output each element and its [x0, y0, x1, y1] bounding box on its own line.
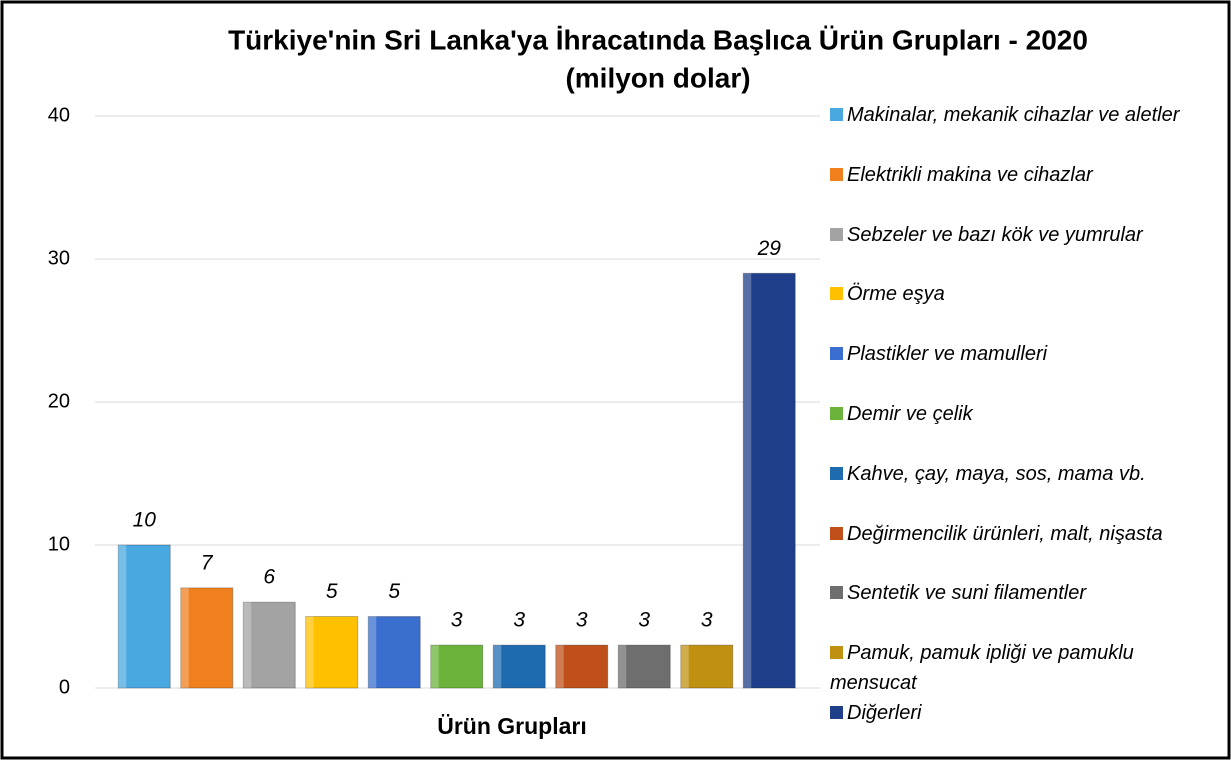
data-label: 3 [576, 609, 588, 632]
legend-item: Demir ve çelik [830, 399, 1215, 429]
legend-item: Örme eşya [830, 279, 1215, 309]
bar-shine [118, 545, 127, 688]
legend-item: Diğerleri [830, 698, 1215, 728]
bar-shine [243, 602, 252, 688]
legend-swatch [830, 227, 843, 241]
data-label: 29 [757, 237, 782, 260]
data-label: 10 [133, 509, 157, 532]
legend-swatch [830, 706, 843, 719]
y-tick-label: 10 [48, 533, 70, 555]
legend-label: Sentetik ve suni filamentler [847, 582, 1087, 605]
legend-item: Elektrikli makina ve cihazlar [830, 160, 1215, 190]
bar [742, 272, 796, 689]
legend-swatch [830, 167, 843, 181]
bar-shine [680, 645, 689, 688]
bar [680, 644, 734, 689]
legend-label: Plastikler ve mamulleri [847, 343, 1048, 366]
bar-shine [743, 273, 752, 688]
bar [617, 644, 671, 689]
data-label: 7 [201, 551, 214, 574]
legend-item: Plastikler ve mamulleri [830, 339, 1215, 369]
chart-subtitle: (milyon dolar) [565, 62, 750, 93]
legend-label: Pamuk, pamuk ipliği ve pamuklu mensucat [830, 642, 1134, 695]
legend-item: Makinalar, mekanik cihazlar ve aletler [830, 100, 1215, 130]
x-axis-label: Ürün Grupları [437, 713, 587, 739]
bar-shine [555, 645, 564, 688]
data-label: 3 [638, 609, 650, 632]
y-tick-label: 40 [48, 104, 70, 126]
chart-title: Türkiye'nin Sri Lanka'ya İhracatında Baş… [228, 24, 1088, 55]
legend-swatch [830, 586, 843, 600]
legend-label: Kahve, çay, maya, sos, mama vb. [847, 462, 1146, 485]
legend-item: Değirmencilik ürünleri, malt, nişasta [830, 519, 1215, 549]
bar-shine [618, 645, 627, 688]
legend-swatch [830, 108, 843, 121]
legend-item: Pamuk, pamuk ipliği ve pamuklu mensucat [830, 638, 1215, 698]
data-label: 5 [326, 580, 338, 603]
legend-item: Sentetik ve suni filamentler [830, 578, 1215, 608]
y-tick-label: 20 [48, 390, 70, 412]
data-label: 6 [263, 566, 275, 589]
legend-swatch [830, 347, 843, 361]
y-tick-label: 0 [59, 676, 70, 698]
legend-swatch [830, 466, 843, 480]
bar-shine [180, 587, 189, 688]
legend-swatch [830, 407, 843, 420]
legend-swatch [830, 646, 843, 660]
legend-label: Değirmencilik ürünleri, malt, nişasta [847, 522, 1163, 545]
bar-shine [305, 616, 314, 688]
legend-label: Makinalar, mekanik cihazlar ve aletler [847, 104, 1180, 126]
bar [555, 644, 609, 689]
data-label: 3 [701, 609, 713, 632]
legend-item: Kahve, çay, maya, sos, mama vb. [830, 459, 1215, 489]
data-label: 3 [451, 609, 463, 632]
data-label: 5 [388, 580, 400, 603]
bar-shine [368, 616, 377, 688]
legend-label: Demir ve çelik [847, 403, 973, 425]
legend-label: Diğerleri [847, 702, 922, 724]
bar [492, 644, 546, 689]
legend-label: Elektrikli makina ve cihazlar [847, 163, 1093, 186]
bar [117, 544, 171, 689]
bar [367, 616, 421, 689]
legend-label: Sebzeler ve bazı kök ve yumrular [847, 223, 1143, 246]
bar-shine [430, 645, 439, 688]
data-label: 3 [513, 609, 525, 632]
bar-shine [493, 645, 502, 688]
y-tick-label: 30 [48, 247, 70, 269]
bar [305, 616, 359, 689]
legend-swatch [830, 526, 843, 540]
bar [242, 601, 296, 689]
bar [180, 587, 234, 689]
legend-label: Örme eşya [847, 283, 945, 306]
legend-swatch [830, 287, 843, 301]
bar [430, 644, 484, 689]
legend-item: Sebzeler ve bazı kök ve yumrular [830, 220, 1215, 250]
